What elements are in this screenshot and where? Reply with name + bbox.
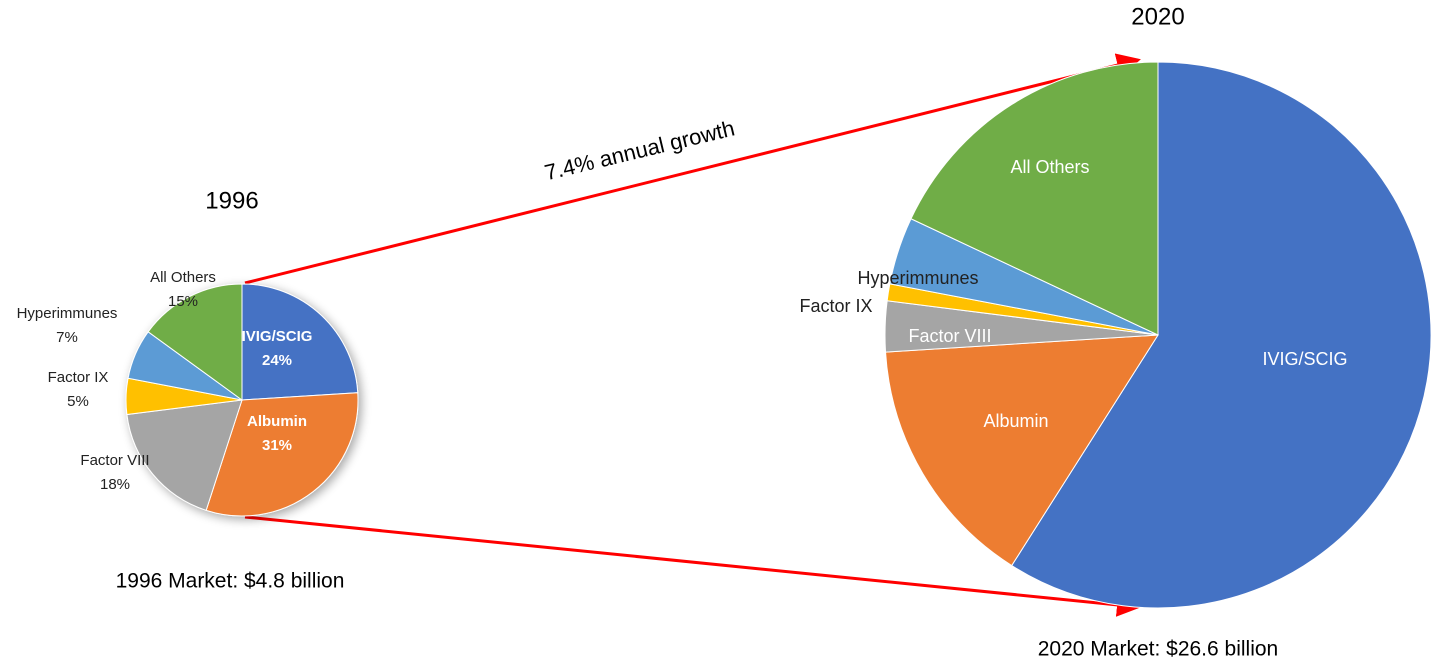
pie (884, 61, 1432, 609)
pie-slice (205, 392, 359, 517)
pie-title: 2020 (1131, 3, 1184, 30)
pie-slice (126, 399, 243, 511)
slice-label: All Others (1010, 157, 1089, 177)
slice-label: Factor VIII (80, 452, 149, 469)
slice-value-label: 24% (262, 352, 292, 369)
pie-slice (910, 61, 1159, 336)
slice-value-label: 5% (67, 393, 89, 410)
growth-arrow (244, 53, 1141, 285)
slice-label: Factor IX (799, 296, 872, 316)
slice-value-label: 31% (262, 437, 292, 454)
slice-label: Albumin (247, 413, 307, 430)
pie-slice (1011, 61, 1432, 609)
pie-slice (885, 334, 1159, 567)
annotation: 7.4% annual growth (542, 116, 737, 186)
pie-slice (147, 283, 243, 401)
slice-label: Hyperimmunes (17, 305, 118, 322)
growth-arrow (244, 515, 1141, 617)
pies: 1996 1996 Market: $4.8 billion IVIG/SCIG 24… (17, 3, 1432, 661)
slice-label: Factor VIII (908, 326, 991, 346)
slice-label: IVIG/SCIG (242, 328, 313, 345)
slice-value-label: 7% (56, 329, 78, 346)
slice-label: IVIG/SCIG (1262, 349, 1347, 369)
slice-label: Albumin (983, 411, 1048, 431)
pie-title: 1996 (205, 187, 258, 214)
pie (125, 283, 359, 517)
caption: 1996 Market: $4.8 billion (116, 570, 345, 593)
pie-slice (241, 283, 359, 401)
slice-label: All Others (150, 269, 216, 286)
slice-value-label: 15% (168, 293, 198, 310)
slice-label: Hyperimmunes (857, 268, 978, 288)
caption: 2020 Market: $26.6 billion (1038, 638, 1279, 661)
slice-value-label: 18% (100, 476, 130, 493)
slice-label: Factor IX (48, 369, 109, 386)
